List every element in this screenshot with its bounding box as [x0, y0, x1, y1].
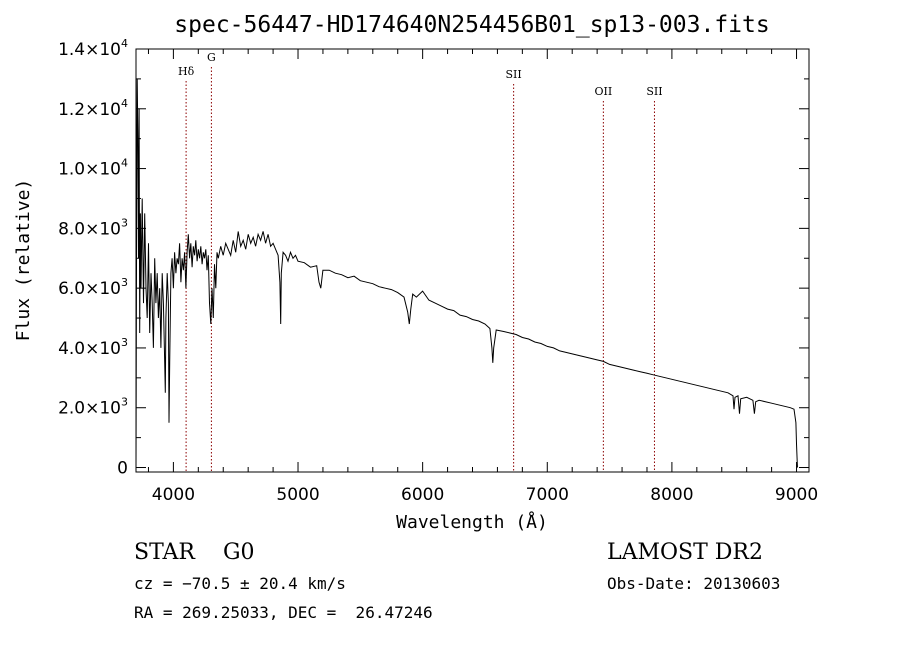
x-axis: 4000 5000 6000 7000 8000 9000 — [147, 49, 818, 505]
redshift-info: cz = −70.5 ± 20.4 km/s — [134, 574, 346, 593]
y-tick-label: 8.0×103 — [58, 216, 128, 239]
y-tick-label: 2.0×103 — [58, 396, 128, 419]
y-tick-label: 1.2×104 — [58, 97, 128, 120]
chart-title: spec-56447-HD174640N254456B01_sp13-003.f… — [174, 12, 769, 38]
line-marker-label-2: SII — [506, 68, 522, 81]
spectral-line-markers: Hδ G SII OII SII — [178, 51, 663, 472]
y-axis: 0 2.0×103 4.0×103 6.0×103 8.0×103 1.0×104 1.2×… — [58, 37, 809, 479]
plot-frame — [135, 48, 810, 473]
x-tick-label: 6000 — [401, 485, 444, 505]
x-axis-label: Wavelength (Å) — [396, 511, 548, 533]
line-marker-label-3: OII — [595, 85, 613, 98]
x-tick-label: 7000 — [526, 485, 569, 505]
y-tick-label: 0 — [117, 459, 128, 479]
x-tick-label: 9000 — [775, 485, 818, 505]
y-tick-label: 6.0×103 — [58, 276, 128, 299]
line-marker-label-1: G — [207, 51, 216, 64]
survey-name: LAMOST DR2 — [607, 540, 763, 565]
x-tick-label: 4000 — [152, 485, 195, 505]
series-line-spectrum — [135, 78, 798, 468]
y-tick-label: 1.0×104 — [58, 157, 128, 180]
y-axis-label: Flux (relative) — [13, 179, 34, 342]
y-tick-label: 1.4×104 — [58, 37, 128, 60]
line-marker-label-0: Hδ — [178, 65, 195, 78]
line-marker-label-4: SII — [646, 85, 662, 98]
x-tick-label: 5000 — [276, 485, 319, 505]
y-tick-label: 4.0×103 — [58, 336, 128, 359]
coordinates-info: RA = 269.25033, DEC = 26.47246 — [134, 603, 433, 622]
observation-date: Obs-Date: 20130603 — [607, 574, 781, 593]
x-tick-label: 8000 — [650, 485, 693, 505]
object-type: STAR G0 — [134, 540, 255, 565]
